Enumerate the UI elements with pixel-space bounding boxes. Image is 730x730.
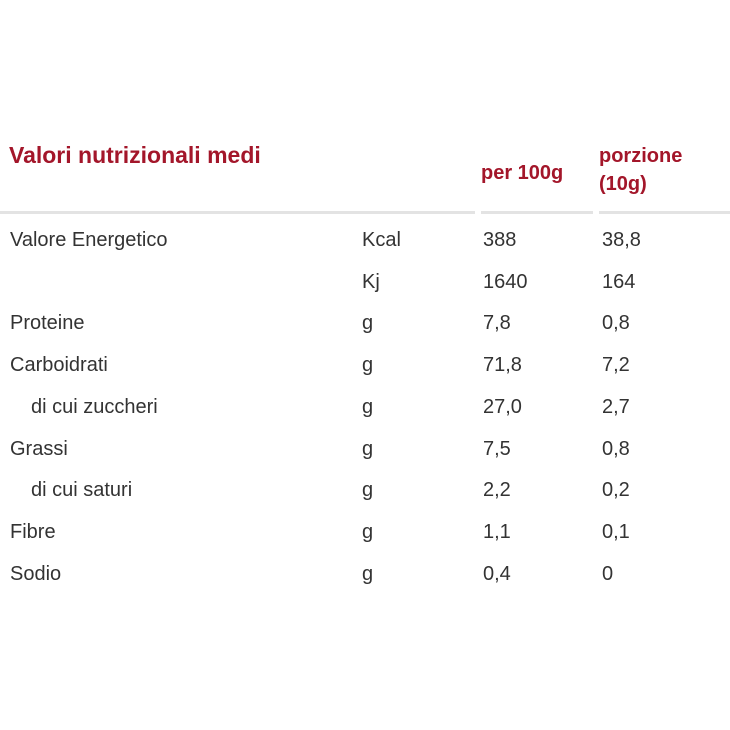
per-100g-value: 7,8 <box>483 312 511 335</box>
table-row: Kj 1640 164 <box>0 261 730 303</box>
nutrient-label: Fibre <box>10 520 56 543</box>
nutrient-label: Carboidrati <box>10 354 108 377</box>
portion-value: 0,8 <box>602 312 630 335</box>
portion-value: 164 <box>602 270 636 293</box>
unit-cell: g <box>362 520 374 543</box>
nutrient-label: di cui zuccheri <box>31 395 158 418</box>
unit-cell: Kcal <box>362 229 401 251</box>
table-title: Valori nutrizionali medi <box>9 142 261 168</box>
header-divider-portion <box>599 211 730 214</box>
portion-value: 0,2 <box>602 479 630 502</box>
per-100g-value: 388 <box>483 229 517 251</box>
unit-cell: g <box>362 312 374 335</box>
unit-cell: g <box>362 437 374 460</box>
unit-cell: Kj <box>362 270 380 293</box>
per-100g-value: 1,1 <box>483 520 511 543</box>
unit-cell: g <box>362 354 374 377</box>
per-100g-value: 71,8 <box>483 354 522 377</box>
portion-value: 0,1 <box>602 520 630 543</box>
nutrient-label: Grassi <box>10 437 68 460</box>
portion-value: 7,2 <box>602 354 630 377</box>
nutrient-label: di cui saturi <box>31 479 133 502</box>
table-row: Fibre g 1,1 0,1 <box>0 511 730 553</box>
unit-cell: g <box>362 562 374 585</box>
header-divider-label <box>0 211 475 214</box>
per-100g-value: 2,2 <box>483 479 511 502</box>
nutrient-label: Valore Energetico <box>10 229 168 251</box>
portion-value: 0,8 <box>602 437 630 460</box>
portion-value: 2,7 <box>602 395 630 418</box>
per-100g-value: 0,4 <box>483 562 511 585</box>
header-divider-per-100g <box>481 211 593 214</box>
per-100g-value: 27,0 <box>483 395 522 418</box>
column-header-per-100g: per 100g <box>481 159 563 187</box>
nutrient-label: Proteine <box>10 312 85 335</box>
table-row: Grassi g 7,5 0,8 <box>0 428 730 470</box>
per-100g-value: 1640 <box>483 270 528 293</box>
nutrient-label: Sodio <box>10 562 62 585</box>
portion-value: 38,8 <box>602 229 641 251</box>
table-row: Carboidrati g 71,8 7,2 <box>0 344 730 386</box>
table-row: Valore Energetico Kcal 388 38,8 <box>0 219 730 261</box>
column-header-portion-line1: porzione <box>599 145 683 167</box>
table-row: di cui saturi g 2,2 0,2 <box>0 469 730 511</box>
per-100g-value: 7,5 <box>483 437 511 460</box>
table-row: Proteine g 7,8 0,8 <box>0 302 730 344</box>
unit-cell: g <box>362 479 374 502</box>
column-header-portion-line2: (10g) <box>599 173 647 195</box>
table-row: di cui zuccheri g 27,0 2,7 <box>0 386 730 428</box>
table-row: Sodio g 0,4 0 <box>0 553 730 595</box>
column-header-portion: porzione (10g) <box>599 142 682 198</box>
portion-value: 0 <box>602 562 614 585</box>
column-header-per-100g-label: per 100g <box>481 162 564 184</box>
unit-cell: g <box>362 395 374 418</box>
